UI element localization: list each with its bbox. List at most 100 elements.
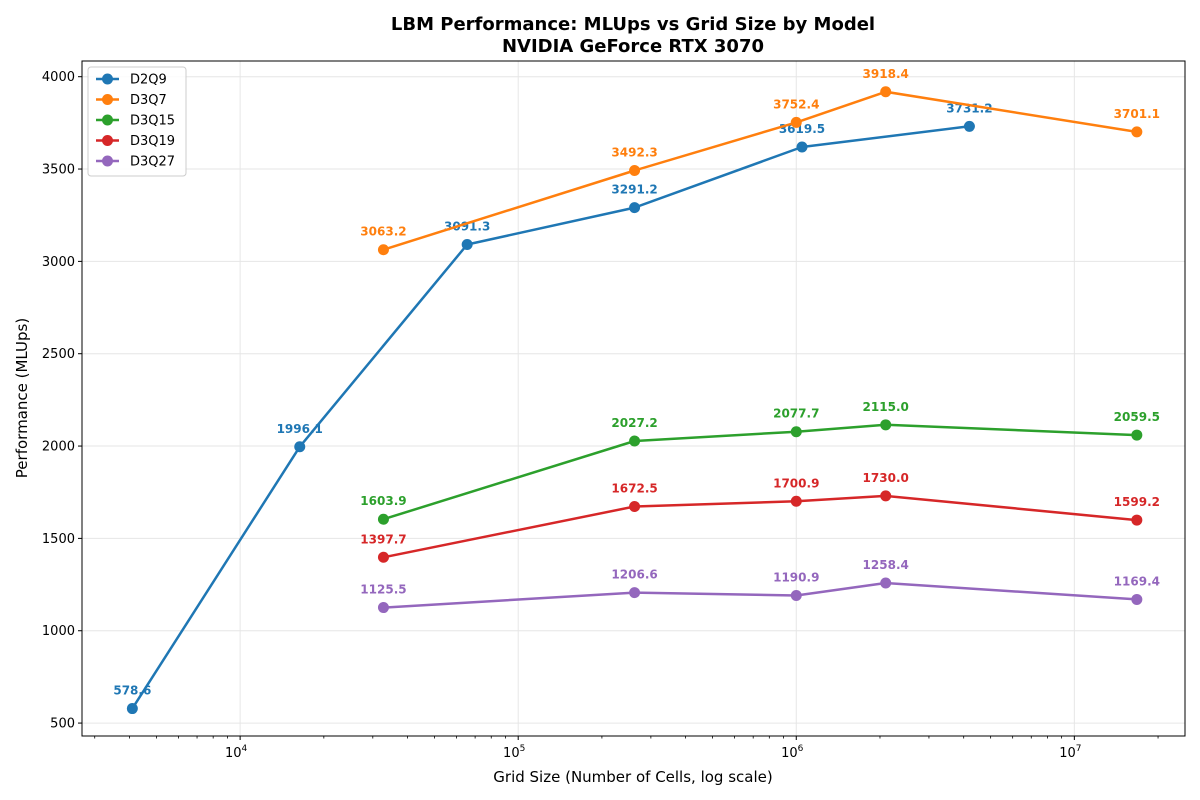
legend-box [87,66,187,177]
data-point [377,551,389,563]
data-label: 2077.7 [773,407,819,421]
legend-marker [102,114,113,126]
data-point [461,239,473,251]
legend-marker [102,135,113,146]
data-label: 1700.9 [773,476,819,490]
y-axis-label: Performance (MLUps) [13,318,31,478]
data-label: 1996.1 [277,422,323,436]
grid [82,61,1185,736]
data-point [294,441,306,453]
series-line [383,494,1137,559]
data-point [377,244,389,256]
series-line [383,90,1137,251]
series-line [383,581,1137,609]
data-label: 3063.2 [360,225,406,239]
data-label: 1397.7 [360,532,406,546]
data-label: 1258.4 [863,558,909,572]
data-point [126,703,138,715]
data-point [1131,429,1143,441]
data-point [880,86,892,98]
data-label: 1603.9 [360,494,406,508]
legend-marker [102,73,113,85]
data-point [880,577,892,589]
series-d3q19: 1397.7 1672.5 1700.9 1730.0 1599.2 [360,471,1160,563]
legend-marker [102,94,113,105]
data-point [880,490,892,502]
data-point [629,202,641,214]
x-tick-label: 106 [781,744,804,761]
series-d2q9: 578.6 1996.1 3091.3 3291.2 3619.5 3731.2 [113,101,993,715]
legend[interactable]: D2Q9 D3Q7 D3Q15 D3Q19 D3Q27 [87,66,187,177]
series-line [131,125,970,710]
x-tick-label: 105 [503,744,525,761]
legend-item-d3q15[interactable]: D3Q15 [96,114,175,129]
legend-item-d3q7[interactable]: D3Q7 [96,93,167,108]
data-point [1131,126,1143,138]
legend-label: D3Q15 [130,114,175,129]
y-tick-label: 3000 [42,255,75,270]
data-label: 1206.6 [611,568,657,582]
data-label: 578.6 [113,684,151,698]
data-point [629,501,641,513]
data-point [790,589,802,601]
data-label: 2027.2 [611,416,657,430]
data-label: 3731.2 [946,101,992,115]
data-point [880,419,892,431]
data-point [963,120,975,132]
y-tick-label: 2000 [42,440,75,455]
y-tick-label: 3500 [42,163,75,178]
data-point [790,495,802,507]
chart-title: LBM Performance: MLUps vs Grid Size by M… [391,14,875,35]
legend-item-d2q9[interactable]: D2Q9 [96,73,167,88]
data-label: 1599.2 [1114,495,1160,509]
data-label: 3752.4 [773,97,819,111]
data-point [796,141,808,153]
x-tick-label: 107 [1059,744,1081,761]
data-label: 3918.4 [863,67,909,81]
data-point [629,164,641,176]
data-point [629,587,641,599]
legend-label: D3Q27 [130,155,175,170]
data-label: 1672.5 [611,482,657,496]
legend-label: D2Q9 [130,73,167,88]
y-tick-label: 1500 [42,532,75,547]
series-d3q7: 3063.2 3492.3 3752.4 3918.4 3701.1 [360,67,1160,256]
data-point [377,513,389,525]
data-label: 2115.0 [863,400,909,414]
legend-label: D3Q19 [130,134,175,149]
legend-marker [102,155,113,167]
series-layer: 578.61996.13091.33291.23619.53731.23063.… [113,67,1160,715]
data-point [377,602,389,614]
data-point [790,116,802,128]
data-label: 3091.3 [444,220,490,234]
data-label: 1190.9 [773,570,819,584]
data-point [629,435,641,447]
chart-subtitle: NVIDIA GeForce RTX 3070 [502,36,764,57]
data-label: 1730.0 [863,471,909,485]
data-label: 1169.4 [1114,574,1160,588]
data-label: 3291.2 [611,183,657,197]
series-d3q15: 1603.9 2027.2 2077.7 2115.0 2059.5 [360,400,1160,525]
data-point [790,426,802,438]
y-tick-label: 1000 [42,624,75,639]
y-tick-label: 500 [50,717,75,732]
data-label: 3492.3 [611,145,657,159]
data-point [1131,593,1143,605]
series-d3q27: 1125.5 1206.6 1190.9 1258.4 1169.4 [360,558,1160,614]
y-tick-label: 4000 [42,70,75,85]
x-tick-label: 104 [225,744,248,761]
series-line [383,423,1137,521]
legend-item-d3q19[interactable]: D3Q19 [96,134,175,149]
axis-ticks: 500 1000 1500 2000 2500 3000 3500 4000 104 105 106… [42,70,1159,761]
data-point [1131,514,1143,526]
data-label: 2059.5 [1114,410,1160,424]
legend-item-d3q27[interactable]: D3Q27 [96,155,175,170]
data-label: 3701.1 [1114,107,1160,121]
y-tick-label: 2500 [42,347,75,362]
data-label: 3619.5 [779,122,825,136]
plot-frame [81,60,1186,737]
x-axis-label: Grid Size (Number of Cells, log scale) [493,768,772,786]
data-label: 1125.5 [360,583,406,597]
legend-label: D3Q7 [130,93,167,108]
